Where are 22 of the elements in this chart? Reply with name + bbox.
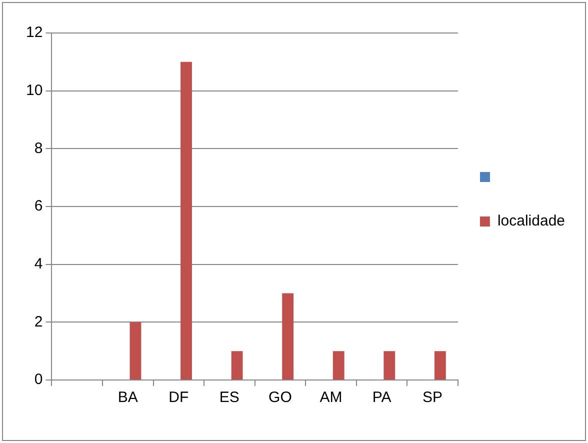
y-tick-label: 12: [26, 24, 43, 42]
y-tick-label: 0: [34, 371, 43, 388]
x-tick-label: SP: [422, 389, 443, 406]
bar: [384, 351, 396, 380]
y-tick-label: 2: [34, 313, 43, 330]
x-tick-label: DF: [168, 389, 189, 406]
y-tick-label: 10: [26, 82, 43, 99]
legend-label: localidade: [497, 212, 566, 230]
x-tick-label: GO: [268, 389, 292, 406]
x-tick-label: BA: [118, 389, 138, 406]
bar: [434, 351, 446, 380]
bar: [130, 322, 142, 380]
x-tick-label: PA: [372, 389, 392, 406]
y-tick-label: 8: [34, 140, 43, 157]
x-tick-label: AM: [320, 389, 342, 406]
bar: [332, 351, 344, 380]
bar: [180, 62, 192, 380]
y-tick-label: 4: [34, 255, 43, 272]
bar: [231, 351, 243, 380]
bar: [282, 293, 294, 380]
y-tick-label: 6: [34, 198, 43, 215]
x-tick-label: ES: [219, 389, 240, 406]
